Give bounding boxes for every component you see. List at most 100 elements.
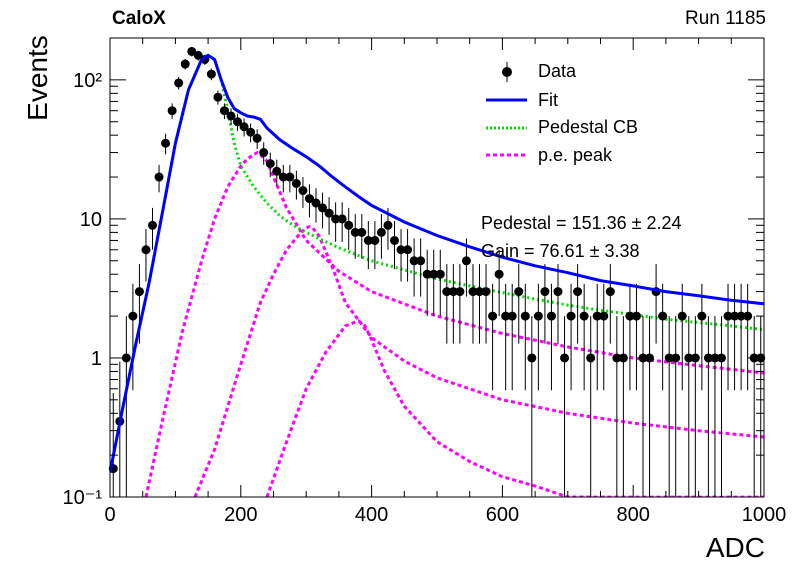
data-point xyxy=(128,283,138,391)
data-point xyxy=(684,316,694,497)
data-marker xyxy=(311,198,321,208)
experiment-title: CaloX xyxy=(112,8,166,29)
data-point xyxy=(710,316,720,497)
legend-layer xyxy=(486,62,527,157)
legend-pedestal-label: Pedestal CB xyxy=(538,117,639,137)
data-point xyxy=(664,316,674,497)
fit-curve-layer xyxy=(110,53,764,473)
data-point xyxy=(389,221,399,270)
data-point xyxy=(690,316,700,497)
data-point xyxy=(239,118,249,137)
data-point xyxy=(265,152,275,178)
data-marker xyxy=(703,353,713,363)
data-marker xyxy=(134,287,144,297)
data-marker xyxy=(566,311,576,321)
x-tick-label: 400 xyxy=(355,504,388,526)
data-marker xyxy=(553,287,563,297)
data-marker xyxy=(461,256,471,266)
legend-fit-label: Fit xyxy=(538,90,558,110)
data-marker xyxy=(298,186,308,196)
data-marker xyxy=(429,269,439,279)
data-marker xyxy=(121,353,131,363)
data-marker xyxy=(213,92,223,102)
data-point xyxy=(416,238,426,297)
data-marker xyxy=(396,245,406,255)
data-point xyxy=(259,142,269,165)
data-point xyxy=(193,50,203,61)
data-point xyxy=(442,264,452,344)
data-marker xyxy=(206,69,216,79)
data-point xyxy=(252,129,262,149)
fit-result-gain: Gain = 76.61 ± 3.38 xyxy=(481,241,640,261)
data-point xyxy=(638,316,648,497)
data-point xyxy=(553,264,563,344)
data-point xyxy=(671,316,681,497)
data-point xyxy=(324,197,334,235)
data-marker xyxy=(233,117,243,127)
x-axis-label: ADC xyxy=(705,532,765,563)
data-marker xyxy=(187,46,197,56)
data-point xyxy=(461,238,471,297)
data-point xyxy=(703,316,713,497)
data-point xyxy=(475,264,485,344)
data-marker xyxy=(514,287,524,297)
data-point xyxy=(645,316,655,497)
data-marker xyxy=(383,220,393,230)
data-point xyxy=(592,283,602,391)
data-marker xyxy=(318,203,328,213)
y-tick-label: 10² xyxy=(73,70,102,92)
data-point xyxy=(291,170,301,200)
data-marker xyxy=(180,59,190,69)
data-point xyxy=(219,103,229,120)
y-tick-label: 10⁻¹ xyxy=(63,487,103,509)
data-point xyxy=(494,249,504,317)
data-point xyxy=(304,184,314,218)
pe-peak-curve-1 xyxy=(144,150,764,497)
data-marker xyxy=(193,50,203,60)
data-point xyxy=(612,316,622,497)
data-marker xyxy=(422,269,432,279)
data-marker xyxy=(507,311,517,321)
data-point xyxy=(448,264,458,344)
data-marker xyxy=(128,311,138,321)
data-marker xyxy=(736,311,746,321)
y-tick-label: 10 xyxy=(80,209,102,231)
data-marker xyxy=(468,287,478,297)
data-point xyxy=(677,283,687,391)
data-point xyxy=(481,264,491,344)
data-point xyxy=(533,283,543,391)
data-marker xyxy=(226,111,236,121)
data-marker xyxy=(416,256,426,266)
tick-labels-layer: 0 200 400 600 800 1000 10⁻¹ 1 10 10² xyxy=(63,70,787,526)
data-marker xyxy=(246,127,256,137)
data-marker xyxy=(448,287,458,297)
data-point xyxy=(658,283,668,391)
pedestal-cb-curve xyxy=(110,53,764,473)
data-marker xyxy=(645,353,655,363)
data-point xyxy=(743,283,753,391)
data-point xyxy=(154,164,164,193)
x-tick-label: 600 xyxy=(486,504,519,526)
pe-peak-curve-3 xyxy=(265,319,764,497)
pedestal-curve-layer xyxy=(110,53,764,473)
data-marker xyxy=(481,287,491,297)
data-marker xyxy=(324,208,334,218)
data-point xyxy=(605,264,615,344)
data-marker xyxy=(442,287,452,297)
data-marker xyxy=(265,159,275,169)
frame-layer xyxy=(109,37,765,498)
data-point xyxy=(697,283,707,391)
data-marker xyxy=(625,311,635,321)
data-marker xyxy=(272,166,282,176)
data-point xyxy=(579,283,589,391)
data-marker xyxy=(403,245,413,255)
data-point xyxy=(396,229,406,282)
data-marker xyxy=(592,311,602,321)
data-point xyxy=(226,108,236,125)
y-tick-label: 1 xyxy=(91,348,102,370)
data-marker xyxy=(690,353,700,363)
data-marker xyxy=(638,353,648,363)
data-marker xyxy=(357,227,367,237)
data-marker xyxy=(259,148,269,158)
